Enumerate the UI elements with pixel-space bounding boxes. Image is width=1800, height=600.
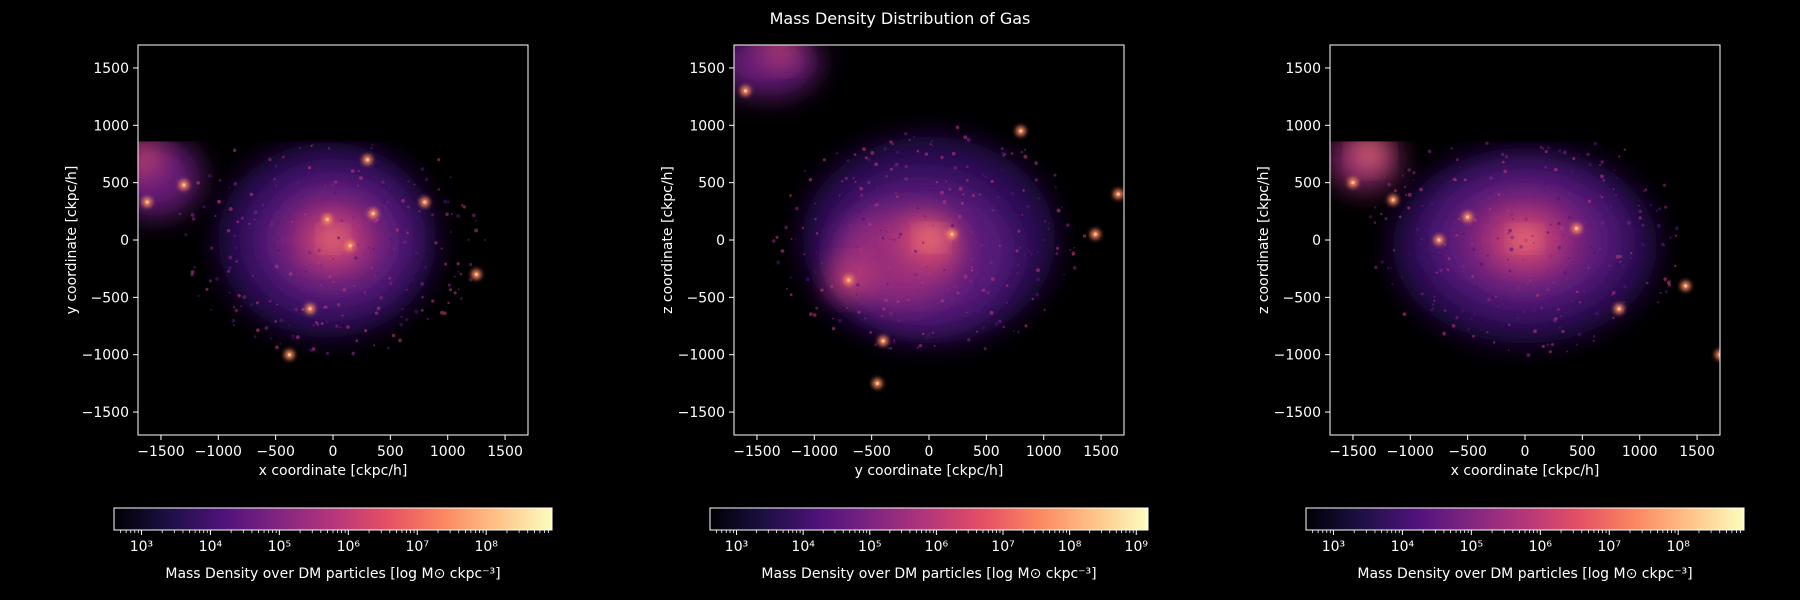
x-tick-label: −1000 bbox=[791, 444, 838, 460]
colorbar-tick-label: 10⁹ bbox=[1125, 539, 1149, 555]
x-axis-label: x coordinate [ckpc/h] bbox=[259, 463, 408, 479]
panel-3: −1500 −1000 −500 0 500 1000 1500 −1500 −1000 −500… bbox=[1256, 44, 1745, 582]
y-tick-label: 0 bbox=[716, 233, 725, 249]
colorbar-tick-label: 10³ bbox=[130, 539, 153, 555]
x-tick-label: 0 bbox=[925, 444, 934, 460]
colorbar-tick-label: 10⁴ bbox=[791, 539, 815, 555]
colorbar-tick-label: 10⁴ bbox=[1391, 539, 1415, 555]
y-axis-label: y coordinate [ckpc/h] bbox=[64, 166, 80, 315]
x-tick-label: 1000 bbox=[1622, 444, 1658, 460]
x-tick-label: −1500 bbox=[137, 444, 184, 460]
x-tick-label: 1500 bbox=[1679, 444, 1715, 460]
y-tick-label: 1500 bbox=[689, 61, 725, 77]
colorbar-tick-label: 10⁵ bbox=[858, 539, 881, 555]
colorbar-tick-label: 10⁸ bbox=[474, 539, 498, 555]
y-tick-label: −1500 bbox=[1274, 405, 1321, 421]
y-tick-label: −500 bbox=[91, 290, 129, 306]
y-tick-label: −1000 bbox=[678, 348, 725, 364]
x-tick-label: 1000 bbox=[1026, 444, 1062, 460]
y-tick-label: 1000 bbox=[689, 118, 725, 134]
y-tick-label: 500 bbox=[698, 176, 725, 192]
y-tick-label: 1000 bbox=[93, 118, 129, 134]
y-tick-label: −1500 bbox=[82, 405, 129, 421]
x-tick-label: −1000 bbox=[1387, 444, 1434, 460]
x-tick-label: 1000 bbox=[430, 444, 466, 460]
y-tick-label: 500 bbox=[102, 176, 129, 192]
y-tick-label: 1500 bbox=[1285, 61, 1321, 77]
x-axis-label: x coordinate [ckpc/h] bbox=[1451, 463, 1600, 479]
colorbar-label: Mass Density over DM particles [log M⊙ c… bbox=[1357, 566, 1692, 582]
colorbar-gradient bbox=[1305, 507, 1745, 531]
density-image bbox=[734, 45, 1124, 389]
x-tick-label: −1000 bbox=[195, 444, 242, 460]
y-tick-label: −1500 bbox=[678, 405, 725, 421]
x-tick-label: −500 bbox=[852, 444, 890, 460]
y-tick-label: 1000 bbox=[1285, 118, 1321, 134]
x-axis-label: y coordinate [ckpc/h] bbox=[855, 463, 1004, 479]
x-tick-label: 500 bbox=[1569, 444, 1596, 460]
figure-title: Mass Density Distribution of Gas bbox=[770, 9, 1031, 28]
y-tick-label: −500 bbox=[1283, 290, 1321, 306]
colorbar-tick-label: 10⁷ bbox=[1598, 539, 1621, 555]
colorbar-label: Mass Density over DM particles [log M⊙ c… bbox=[761, 566, 1096, 582]
colorbar-gradient bbox=[113, 507, 553, 531]
y-tick-label: 0 bbox=[1312, 233, 1321, 249]
y-tick-label: −1000 bbox=[1274, 348, 1321, 364]
density-image bbox=[1330, 141, 1720, 360]
colorbar-tick-label: 10⁶ bbox=[337, 539, 361, 555]
colorbar-tick-label: 10⁸ bbox=[1058, 539, 1082, 555]
panel-2: −1500 −1000 −500 0 500 1000 1500 −1500 −1000 −500… bbox=[660, 44, 1149, 582]
colorbar-tick-label: 10⁸ bbox=[1666, 539, 1690, 555]
colorbar-gradient bbox=[709, 507, 1149, 531]
colorbar: 10³ 10⁴ 10⁵ 10⁶ 10⁷ 10⁸ 10⁹ Mass Density over D… bbox=[709, 507, 1149, 582]
x-tick-label: 1500 bbox=[1083, 444, 1119, 460]
colorbar-tick-label: 10⁷ bbox=[406, 539, 429, 555]
x-tick-label: −1500 bbox=[1329, 444, 1376, 460]
x-tick-label: 500 bbox=[973, 444, 1000, 460]
colorbar-tick-label: 10⁷ bbox=[991, 539, 1014, 555]
x-tick-label: 1500 bbox=[487, 444, 523, 460]
colorbar-tick-label: 10³ bbox=[725, 539, 748, 555]
x-tick-label: 0 bbox=[1521, 444, 1530, 460]
colorbar: 10³ 10⁴ 10⁵ 10⁶ 10⁷ 10⁸ Mass Density over DM p… bbox=[1305, 507, 1745, 582]
density-image bbox=[138, 141, 487, 360]
colorbar: 10³ 10⁴ 10⁵ 10⁶ 10⁷ 10⁸ Mass Density over DM p… bbox=[113, 507, 553, 582]
colorbar-tick-label: 10⁶ bbox=[1529, 539, 1553, 555]
y-tick-label: 1500 bbox=[93, 61, 129, 77]
x-tick-label: −500 bbox=[1448, 444, 1486, 460]
colorbar-tick-label: 10⁶ bbox=[925, 539, 949, 555]
y-axis-label: z coordinate [ckpc/h] bbox=[660, 166, 676, 314]
panel-1: −1500 −1000 −500 0 500 1000 1500 −1500 −1000 −500… bbox=[64, 44, 553, 582]
colorbar-tick-label: 10⁵ bbox=[268, 539, 291, 555]
y-tick-label: 0 bbox=[120, 233, 129, 249]
colorbar-tick-label: 10⁴ bbox=[199, 539, 223, 555]
colorbar-tick-label: 10³ bbox=[1322, 539, 1345, 555]
y-tick-label: 500 bbox=[1294, 176, 1321, 192]
y-axis-label: z coordinate [ckpc/h] bbox=[1256, 166, 1272, 314]
y-tick-label: −500 bbox=[687, 290, 725, 306]
x-tick-label: −1500 bbox=[733, 444, 780, 460]
colorbar-tick-label: 10⁵ bbox=[1460, 539, 1483, 555]
x-tick-label: 0 bbox=[329, 444, 338, 460]
y-tick-label: −1000 bbox=[82, 348, 129, 364]
x-tick-label: 500 bbox=[377, 444, 404, 460]
x-tick-label: −500 bbox=[256, 444, 294, 460]
colorbar-label: Mass Density over DM particles [log M⊙ c… bbox=[165, 566, 500, 582]
